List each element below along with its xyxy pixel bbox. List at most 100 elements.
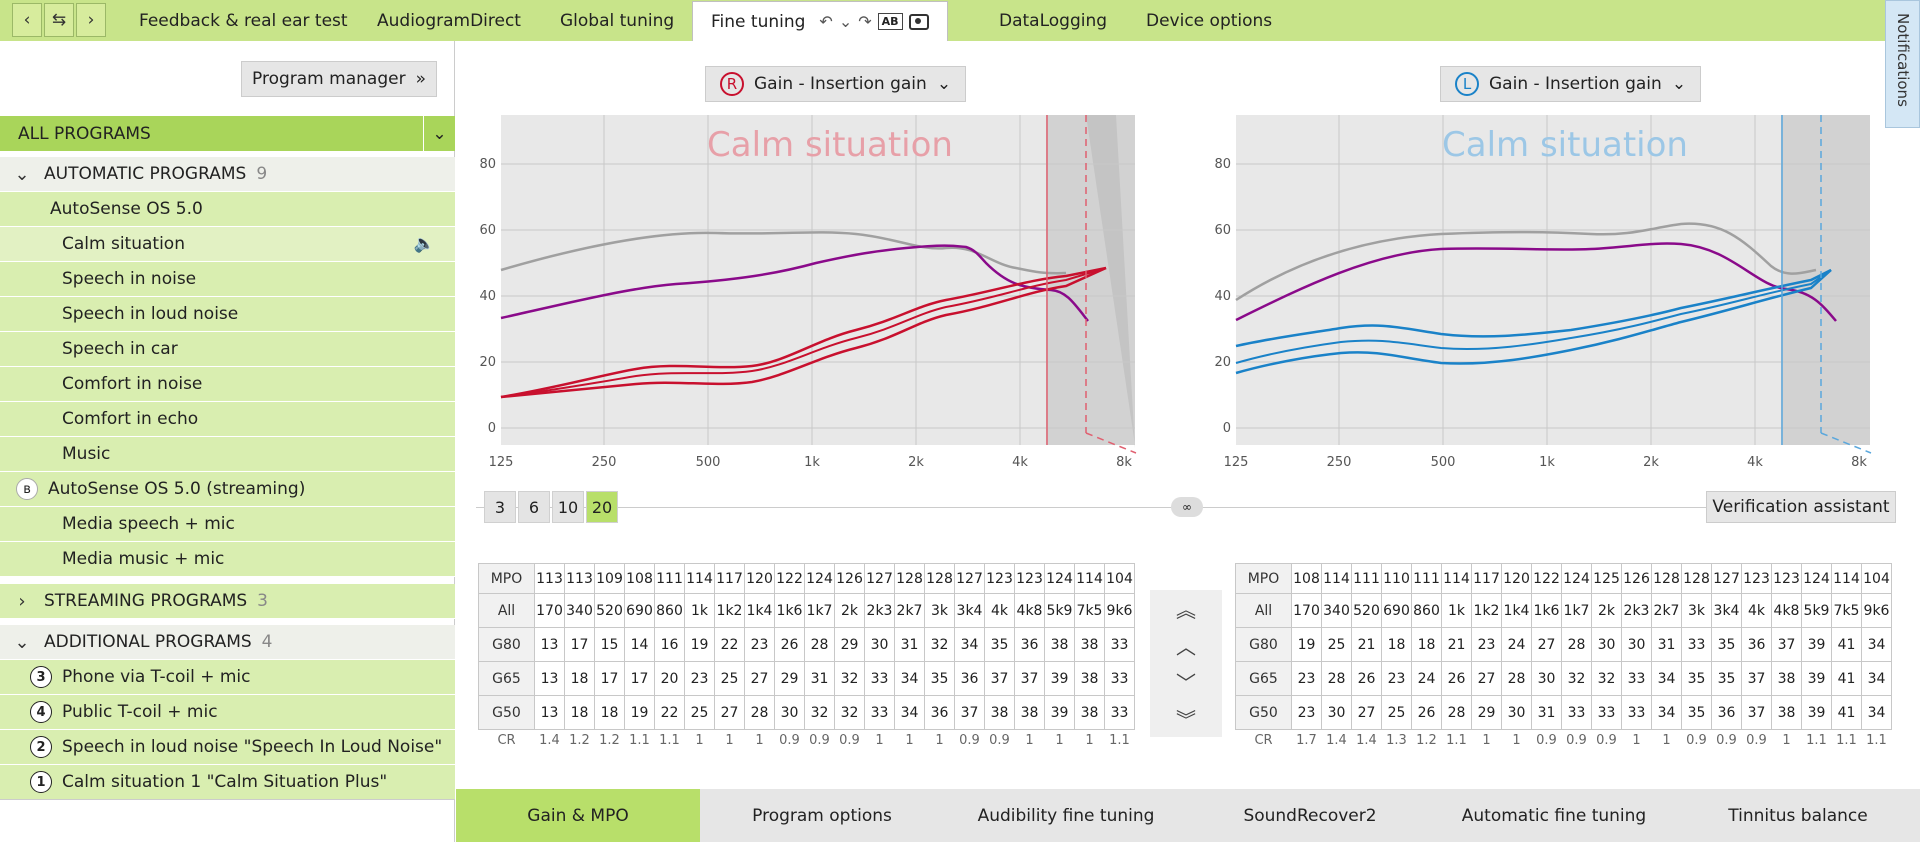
list-item[interactable]: Comfort in noise (0, 367, 455, 402)
frequency-cell[interactable]: 860 (1411, 593, 1442, 628)
frequency-cell[interactable]: 2k3 (864, 593, 895, 628)
gain-cell[interactable]: 33 (1621, 661, 1652, 696)
gain-cell[interactable]: 38 (1771, 661, 1802, 696)
gain-cell[interactable]: 28 (1561, 627, 1592, 662)
gain-cell[interactable]: 33 (864, 661, 895, 696)
gain-cell[interactable]: 108 (1291, 563, 1322, 594)
frequency-cell[interactable]: 690 (1381, 593, 1412, 628)
gain-cell[interactable]: 104 (1861, 563, 1892, 594)
gain-cell[interactable]: 114 (1441, 563, 1472, 594)
gain-cell[interactable]: 28 (1501, 661, 1532, 696)
gain-cell[interactable]: 34 (1861, 661, 1892, 696)
frequency-cell[interactable]: 340 (1321, 593, 1352, 628)
forward-button[interactable]: › (76, 3, 106, 37)
step-20-button[interactable]: 20 (586, 491, 618, 523)
frequency-cell[interactable]: 1k4 (1501, 593, 1532, 628)
gain-cell[interactable]: 23 (1291, 695, 1322, 730)
gain-cell[interactable]: 13 (534, 627, 565, 662)
frequency-cell[interactable]: 3k4 (954, 593, 985, 628)
gain-cell[interactable]: 23 (1381, 661, 1412, 696)
gain-cell[interactable]: 26 (1351, 661, 1382, 696)
gain-cell[interactable]: 38 (1074, 627, 1105, 662)
decrease-icon[interactable]: ﹀ (1176, 671, 1196, 696)
gain-cell[interactable]: 35 (1711, 627, 1742, 662)
list-item[interactable]: Calm situation 🔈 (0, 227, 455, 262)
gain-cell[interactable]: 128 (1651, 563, 1682, 594)
gain-cell[interactable]: 37 (1741, 661, 1772, 696)
list-item[interactable]: 2 Speech in loud noise "Speech In Loud No… (0, 730, 455, 765)
gain-cell[interactable]: 35 (1681, 695, 1712, 730)
frequency-cell[interactable]: 3k (924, 593, 955, 628)
gain-cell[interactable]: 29 (774, 661, 805, 696)
camera-icon[interactable] (908, 13, 929, 30)
frequency-cell[interactable]: 1k (684, 593, 715, 628)
gain-cell[interactable]: 38 (1074, 695, 1105, 730)
gain-cell[interactable]: 18 (1411, 627, 1442, 662)
gain-cell[interactable]: 37 (1771, 627, 1802, 662)
gain-cell[interactable]: 123 (1014, 563, 1045, 594)
gain-cell[interactable]: 23 (1291, 661, 1322, 696)
frequency-cell[interactable]: 4k (1741, 593, 1772, 628)
gain-cell[interactable]: 28 (1321, 661, 1352, 696)
gain-cell[interactable]: 19 (684, 627, 715, 662)
notifications-panel-toggle[interactable]: Notifications (1885, 0, 1920, 128)
gain-cell[interactable]: 39 (1801, 627, 1832, 662)
gain-cell[interactable]: 127 (864, 563, 895, 594)
gain-cell[interactable]: 120 (1501, 563, 1532, 594)
step-6-button[interactable]: 6 (518, 491, 550, 523)
chevron-down-icon[interactable]: ⌄ (838, 12, 853, 31)
gain-cell[interactable]: 34 (1651, 695, 1682, 730)
gain-cell[interactable]: 31 (1651, 627, 1682, 662)
link-ears-icon[interactable]: ∞ (1171, 497, 1203, 517)
frequency-cell[interactable]: 520 (1351, 593, 1382, 628)
gain-cell[interactable]: 23 (1471, 627, 1502, 662)
gain-cell[interactable]: 28 (744, 695, 775, 730)
gain-cell[interactable]: 38 (984, 695, 1015, 730)
tab-datalogging[interactable]: DataLogging (999, 10, 1108, 31)
gain-cell[interactable]: 128 (894, 563, 925, 594)
gain-cell[interactable]: 41 (1831, 627, 1862, 662)
gain-cell[interactable]: 33 (1591, 695, 1622, 730)
frequency-cell[interactable]: 5k9 (1044, 593, 1075, 628)
tab-gain-mpo[interactable]: Gain & MPO (456, 789, 700, 842)
frequency-cell[interactable]: 2k7 (894, 593, 925, 628)
list-item[interactable]: Speech in loud noise (0, 297, 455, 332)
gain-cell[interactable]: 20 (654, 661, 685, 696)
gain-cell[interactable]: 24 (1411, 661, 1442, 696)
gain-cell[interactable]: 17 (594, 661, 625, 696)
gain-cell[interactable]: 30 (1591, 627, 1622, 662)
gain-cell[interactable]: 28 (804, 627, 835, 662)
tab-fine-tuning[interactable]: Fine tuning ↶ ⌄ ↷ AB (692, 1, 948, 41)
gain-cell[interactable]: 35 (984, 627, 1015, 662)
gain-cell[interactable]: 38 (1044, 627, 1075, 662)
gain-cell[interactable]: 18 (1381, 627, 1412, 662)
frequency-cell[interactable]: 7k5 (1831, 593, 1862, 628)
frequency-cell[interactable]: 1k2 (1471, 593, 1502, 628)
gain-cell[interactable]: 19 (624, 695, 655, 730)
tab-soundrecover2[interactable]: SoundRecover2 (1243, 805, 1377, 826)
list-item[interactable]: Music (0, 437, 455, 472)
frequency-cell[interactable]: 3k (1681, 593, 1712, 628)
gain-cell[interactable]: 34 (954, 627, 985, 662)
gain-cell[interactable]: 30 (1621, 627, 1652, 662)
gain-cell[interactable]: 30 (1531, 661, 1562, 696)
gain-cell[interactable]: 32 (1591, 661, 1622, 696)
gain-cell[interactable]: 30 (864, 627, 895, 662)
gain-cell[interactable]: 122 (1531, 563, 1562, 594)
gain-cell[interactable]: 111 (654, 563, 685, 594)
gain-cell[interactable]: 114 (684, 563, 715, 594)
gain-cell[interactable]: 32 (804, 695, 835, 730)
gain-cell[interactable]: 124 (804, 563, 835, 594)
list-item[interactable]: Speech in noise (0, 262, 455, 297)
gain-cell[interactable]: 25 (1381, 695, 1412, 730)
gain-cell[interactable]: 17 (564, 627, 595, 662)
all-programs-select[interactable]: ALL PROGRAMS ⌄ (0, 116, 455, 151)
gain-cell[interactable]: 126 (834, 563, 865, 594)
gain-cell[interactable]: 38 (1771, 695, 1802, 730)
gain-cell[interactable]: 36 (954, 661, 985, 696)
gain-cell[interactable]: 117 (714, 563, 745, 594)
gain-cell[interactable]: 123 (1771, 563, 1802, 594)
gain-cell[interactable]: 34 (1861, 627, 1892, 662)
list-item[interactable]: 3 Phone via T-coil + mic (0, 660, 455, 695)
frequency-cell[interactable]: 2k (1591, 593, 1622, 628)
